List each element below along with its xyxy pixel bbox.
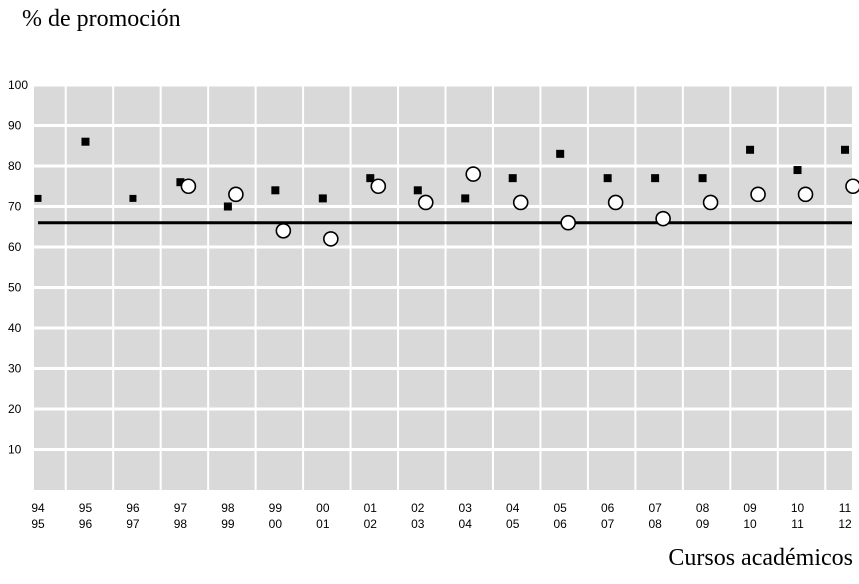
x-tick-label-bottom: 01	[316, 517, 330, 531]
x-tick-label-top: 97	[174, 501, 188, 515]
data-point-square	[698, 174, 707, 183]
data-point-square	[603, 174, 612, 183]
data-point-circle	[417, 194, 434, 211]
x-tick-label-top: 00	[316, 501, 330, 515]
y-tick-label: 60	[8, 240, 22, 254]
x-tick-label-top: 11	[839, 501, 852, 515]
x-tick-label-bottom: 98	[174, 517, 188, 531]
data-point-circle	[655, 210, 671, 227]
x-tick-label-bottom: 03	[411, 517, 425, 531]
data-point-circle	[797, 186, 814, 203]
x-tick-label-top: 01	[364, 501, 378, 515]
y-tick-label: 20	[8, 402, 22, 416]
x-tick-label-bottom: 04	[459, 517, 473, 531]
data-point-circle	[180, 178, 197, 195]
data-point-circle	[512, 194, 529, 211]
x-tick-label-bottom: 08	[648, 517, 662, 531]
y-tick-label: 40	[8, 321, 22, 335]
x-tick-label-top: 05	[553, 501, 567, 515]
data-point-square	[129, 194, 137, 202]
data-point-square	[223, 202, 232, 211]
data-point-square	[651, 174, 660, 183]
y-tick-label: 70	[8, 200, 22, 214]
data-point-circle	[702, 194, 719, 211]
x-tick-label-bottom: 05	[506, 517, 520, 531]
data-point-circle	[560, 214, 576, 231]
y-tick-label: 90	[8, 119, 22, 133]
data-point-circle	[275, 223, 292, 239]
data-point-square	[34, 194, 42, 202]
data-point-square	[413, 186, 422, 195]
x-tick-label-bottom: 99	[221, 517, 235, 531]
x-tick-label-top: 06	[601, 501, 615, 515]
x-tick-label-top: 09	[743, 501, 757, 515]
data-point-circle	[323, 231, 339, 247]
data-point-circle	[370, 178, 387, 195]
x-tick-label-top: 96	[126, 501, 140, 515]
x-tick-label-bottom: 12	[838, 517, 852, 531]
x-tick-label-top: 08	[696, 501, 710, 515]
x-tick-label-top: 99	[269, 501, 283, 515]
data-point-square	[318, 194, 327, 203]
x-tick-label-bottom: 96	[79, 517, 93, 531]
data-point-circle	[845, 178, 859, 195]
y-tick-label: 100	[8, 78, 28, 92]
x-tick-label-bottom: 95	[31, 517, 45, 531]
x-tick-label-top: 03	[459, 501, 473, 515]
data-point-square	[81, 137, 90, 146]
x-tick-label-bottom: 97	[126, 517, 140, 531]
x-tick-label-top: 98	[221, 501, 235, 515]
x-tick-label-top: 10	[791, 501, 805, 515]
y-tick-label: 50	[8, 281, 22, 295]
x-tick-label-bottom: 06	[553, 517, 567, 531]
data-point-circle	[228, 186, 244, 203]
data-point-square	[271, 186, 280, 195]
data-point-circle	[750, 186, 766, 203]
x-tick-label-bottom: 00	[269, 517, 283, 531]
data-point-square	[793, 166, 802, 175]
data-point-circle	[607, 194, 624, 211]
data-point-square	[746, 145, 755, 154]
y-tick-label: 30	[8, 362, 22, 376]
x-tick-label-bottom: 07	[601, 517, 615, 531]
data-point-square	[841, 145, 849, 154]
x-tick-label-top: 95	[79, 501, 93, 515]
x-tick-label-top: 02	[411, 501, 425, 515]
x-tick-label-bottom: 02	[364, 517, 378, 531]
data-point-square	[176, 178, 185, 187]
x-tick-label-top: 07	[648, 501, 662, 515]
data-point-square	[556, 149, 565, 158]
y-axis-title: % de promoción	[22, 6, 181, 32]
x-tick-label-bottom: 11	[791, 517, 804, 531]
x-tick-label-top: 04	[506, 501, 520, 515]
x-tick-label-bottom: 09	[696, 517, 710, 531]
y-tick-label: 10	[8, 443, 22, 457]
data-point-circle	[465, 166, 482, 182]
x-tick-label-bottom: 10	[743, 517, 757, 531]
x-axis-title: Cursos académicos	[668, 545, 853, 571]
data-point-square	[366, 174, 375, 183]
data-point-square	[508, 174, 517, 183]
data-point-square	[461, 194, 470, 203]
y-tick-label: 80	[8, 159, 22, 173]
x-tick-label-top: 94	[31, 501, 45, 515]
